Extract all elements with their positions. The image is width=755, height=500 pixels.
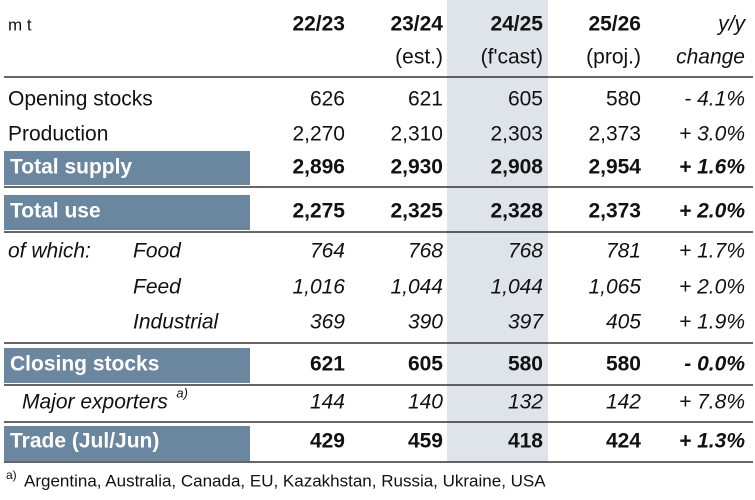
row-label: Total use xyxy=(10,200,101,223)
cell: 132 xyxy=(508,391,543,414)
cell: 768 xyxy=(508,240,543,263)
cell: 459 xyxy=(408,430,443,453)
column-header: 25/26 xyxy=(588,13,641,36)
row-label: Trade (Jul/Jun) xyxy=(10,430,159,453)
column-header: change xyxy=(676,46,745,69)
cell: - 0.0% xyxy=(684,353,745,376)
cell: 424 xyxy=(606,430,641,453)
row-label: Opening stocks xyxy=(8,88,153,111)
cell: 2,310 xyxy=(390,123,443,146)
footnote-marker: a) xyxy=(176,385,188,400)
row-label: Industrial xyxy=(133,311,220,334)
cell: - 4.1% xyxy=(684,88,745,111)
row-label-box xyxy=(4,348,250,383)
row-label: Total supply xyxy=(10,156,132,179)
cell: 390 xyxy=(408,311,443,334)
cell: 142 xyxy=(606,391,641,414)
row-label: Production xyxy=(8,123,108,146)
cell: 580 xyxy=(606,88,641,111)
row-label-box xyxy=(4,195,250,230)
column-header: 23/24 xyxy=(390,13,443,36)
cell: 580 xyxy=(508,353,543,376)
cell: 621 xyxy=(408,88,443,111)
row-label-box xyxy=(4,151,250,185)
cell: + 1.6% xyxy=(679,156,745,179)
cell: 2,303 xyxy=(490,123,543,146)
cell: 2,270 xyxy=(292,123,345,146)
row-label: Food xyxy=(133,240,182,263)
cell: 768 xyxy=(408,240,443,263)
column-header: (proj.) xyxy=(586,46,641,69)
cell: 605 xyxy=(508,88,543,111)
cell: 2,954 xyxy=(588,156,641,179)
row-label-box xyxy=(4,426,250,461)
cell: 418 xyxy=(508,430,543,453)
cell: 1,065 xyxy=(588,276,641,299)
column-header: 22/23 xyxy=(292,13,345,36)
cell: 140 xyxy=(408,391,443,414)
unit-label: m t xyxy=(8,15,32,34)
footnote-text: Argentina, Australia, Canada, EU, Kazakh… xyxy=(24,471,546,490)
cell: 605 xyxy=(408,353,443,376)
footnote-marker: a) xyxy=(6,468,17,482)
cell: 397 xyxy=(508,311,544,334)
cell: 2,930 xyxy=(390,156,443,179)
row-group-label: of which: xyxy=(8,240,91,263)
cell: 429 xyxy=(310,430,345,453)
cell: 2,328 xyxy=(490,200,543,223)
cell: + 3.0% xyxy=(679,123,745,146)
cell: 764 xyxy=(310,240,345,263)
cell: 1,044 xyxy=(390,276,443,299)
cell: + 2.0% xyxy=(679,200,745,223)
cell: 1,016 xyxy=(292,276,345,299)
cell: 405 xyxy=(606,311,641,334)
cell: 781 xyxy=(606,240,641,263)
cell: 2,896 xyxy=(292,156,345,179)
cell: + 7.8% xyxy=(679,391,745,414)
cell: 2,373 xyxy=(588,123,641,146)
row-label: Major exporters xyxy=(22,391,168,414)
column-header: 24/25 xyxy=(490,13,543,36)
cell: 2,275 xyxy=(292,200,345,223)
cell: 2,325 xyxy=(390,200,443,223)
cell: 1,044 xyxy=(490,276,543,299)
cell: 580 xyxy=(606,353,641,376)
cell: 144 xyxy=(310,391,345,414)
column-header: (f'cast) xyxy=(481,46,543,69)
column-header: y/y xyxy=(716,13,746,36)
cell: 2,908 xyxy=(490,156,543,179)
row-label: Closing stocks xyxy=(10,353,159,376)
cell: + 2.0% xyxy=(679,276,745,299)
cell: + 1.9% xyxy=(679,311,745,334)
row-label: Feed xyxy=(133,276,182,299)
cell: 2,373 xyxy=(588,200,641,223)
cell: + 1.7% xyxy=(679,240,745,263)
cell: 626 xyxy=(310,88,345,111)
cell: 621 xyxy=(310,353,345,376)
cell: + 1.3% xyxy=(679,430,745,453)
cell: 369 xyxy=(310,311,345,334)
column-header: (est.) xyxy=(395,46,443,69)
